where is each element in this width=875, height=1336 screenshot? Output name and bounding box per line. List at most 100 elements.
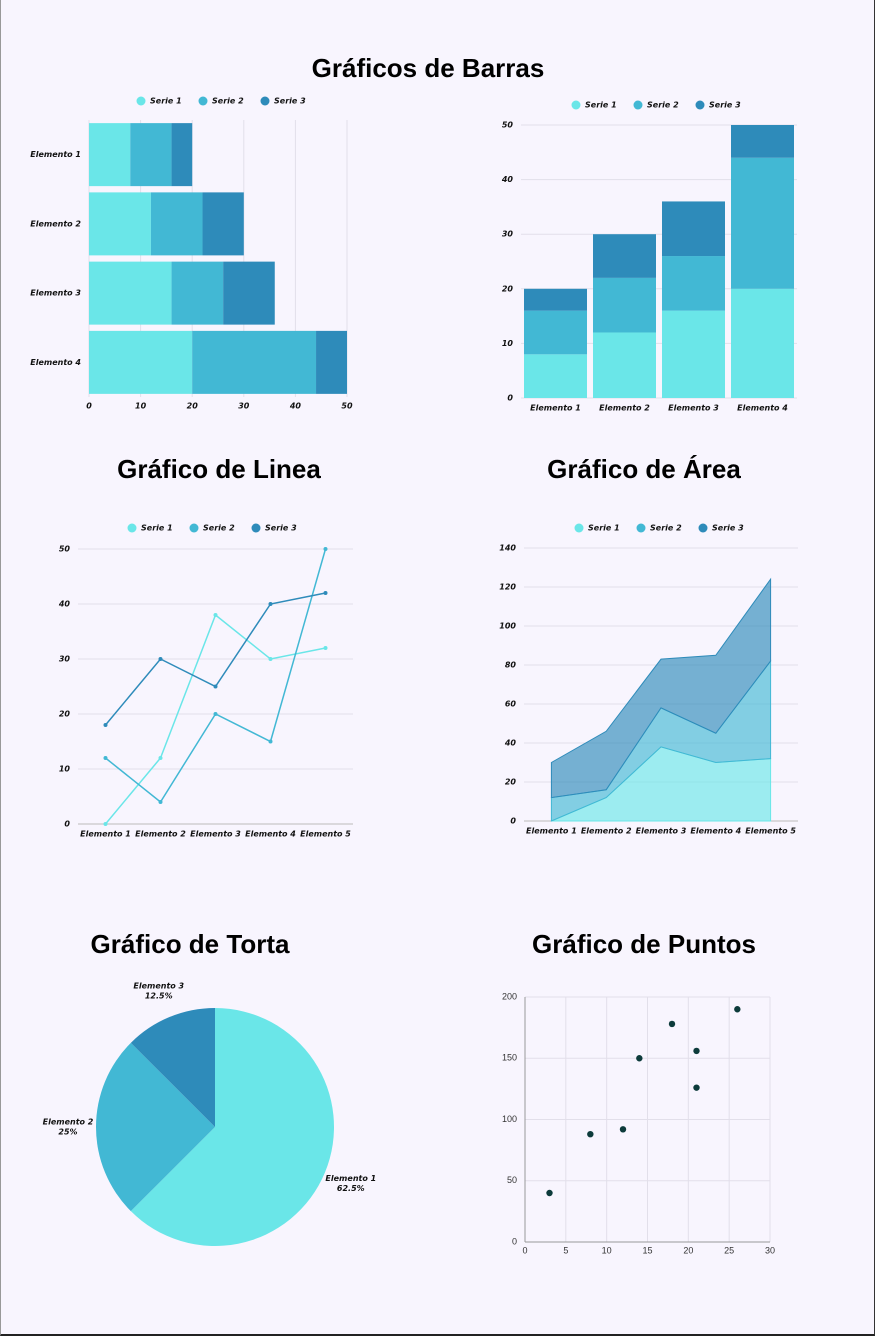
line-point: [213, 684, 218, 689]
line-point: [323, 547, 328, 551]
line-point: [268, 602, 273, 606]
x-tick-label: 30: [238, 402, 250, 411]
bar-segment: [192, 330, 317, 394]
legend-swatch: [698, 523, 708, 533]
x-tick-label: Elemento 3: [636, 827, 687, 836]
legend-swatch: [695, 100, 705, 110]
bar-segment: [130, 123, 172, 187]
line-point: [158, 657, 163, 661]
chart-title: Gráfico de Torta: [91, 929, 290, 959]
line-point: [103, 822, 108, 826]
x-tick-label: 50: [341, 402, 353, 411]
line-point: [103, 723, 108, 727]
legend-swatch: [260, 96, 270, 106]
x-tick-label: 0: [522, 1245, 527, 1255]
y-tick-label: 0: [64, 820, 70, 829]
bar-segment: [524, 310, 587, 355]
x-tick-label: 0: [86, 402, 92, 411]
y-tick-label: Elemento 3: [30, 289, 81, 298]
pie-value-label: 62.5%: [337, 1184, 365, 1193]
line-point: [213, 712, 218, 716]
x-tick-label: 40: [289, 402, 302, 411]
scatter-point: [546, 1189, 553, 1197]
bar-segment: [223, 261, 275, 325]
bar-segment: [524, 288, 587, 311]
y-tick-label: 0: [512, 1236, 517, 1246]
pie-value-label: 25%: [58, 1128, 77, 1137]
x-tick-label: 15: [642, 1245, 652, 1255]
y-tick-label: 40: [504, 739, 517, 748]
pie-label: Elemento 3: [133, 982, 184, 991]
bar-segment: [89, 261, 172, 325]
y-tick-label: Elemento 2: [30, 219, 81, 228]
bar-segment: [731, 157, 794, 289]
legend-swatch: [574, 523, 584, 533]
legend-label: Serie 1: [141, 524, 173, 533]
legend-swatch: [633, 100, 643, 110]
legend-swatch: [127, 523, 137, 533]
y-tick-label: 140: [499, 544, 516, 553]
pie-slice: [130, 1008, 215, 1127]
y-tick-label: 50: [502, 121, 514, 130]
pie-label: Elemento 1: [325, 1174, 376, 1183]
x-tick-label: 25: [724, 1245, 734, 1255]
bar-segment: [524, 354, 587, 398]
x-tick-label: Elemento 3: [190, 830, 241, 839]
bar-segment: [662, 310, 725, 398]
chart-title: Gráfico de Linea: [117, 454, 321, 484]
x-tick-label: 5: [563, 1245, 568, 1255]
bar-segment: [593, 332, 656, 398]
legend-swatch: [636, 523, 646, 533]
bar-segment: [731, 288, 794, 398]
line: [105, 548, 327, 804]
y-tick-label: 20: [505, 778, 517, 787]
x-tick-label: Elemento 1: [526, 827, 577, 836]
legend-label: Serie 1: [150, 97, 182, 106]
legend-swatch: [189, 523, 199, 533]
scatter-point: [693, 1047, 700, 1055]
legend-label: Serie 3: [274, 97, 306, 106]
y-tick-label: 50: [507, 1175, 517, 1185]
bar-segment: [731, 125, 794, 158]
legend-label: Serie 3: [712, 524, 744, 533]
line-point: [213, 613, 218, 617]
line: [104, 613, 326, 825]
legend-label: Serie 1: [585, 101, 617, 110]
x-tick-label: Elemento 2: [135, 830, 186, 839]
line-point: [268, 739, 273, 744]
scatter-point: [693, 1084, 700, 1091]
y-tick-label: Elemento 4: [30, 358, 81, 367]
legend-label: Serie 3: [265, 524, 297, 533]
y-tick-label: 40: [58, 600, 71, 609]
bar-segment: [89, 192, 151, 256]
pie-value-label: 12.5%: [145, 992, 173, 1001]
y-tick-label: 0: [510, 817, 516, 826]
chart-title: Gráfico de Área: [547, 454, 741, 484]
chart-title: Gráfico de Puntos: [532, 929, 756, 959]
y-tick-label: 0: [507, 394, 513, 403]
x-tick-label: Elemento 2: [599, 404, 650, 413]
bar-segment: [593, 234, 656, 278]
bar-segment: [89, 330, 193, 394]
y-tick-label: 10: [59, 765, 71, 774]
legend-swatch: [198, 96, 208, 106]
y-tick-label: 100: [502, 1114, 517, 1124]
pie-slice: [95, 1042, 215, 1212]
pie-slice: [130, 1008, 334, 1246]
y-tick-label: 20: [502, 284, 514, 293]
legend-label: Serie 2: [203, 524, 235, 533]
x-tick-label: Elemento 1: [530, 404, 581, 413]
scatter-point: [619, 1126, 627, 1133]
y-tick-label: 80: [505, 661, 517, 670]
bar-segment: [150, 192, 203, 256]
legend-swatch: [571, 100, 581, 110]
legend-swatch: [136, 96, 146, 106]
x-tick-label: Elemento 1: [80, 830, 131, 839]
x-tick-label: 20: [187, 402, 199, 411]
x-tick-label: Elemento 5: [300, 830, 351, 839]
scatter-point: [587, 1131, 594, 1138]
x-tick-label: 10: [135, 402, 147, 411]
y-tick-label: 30: [502, 230, 514, 239]
x-tick-label: Elemento 4: [245, 830, 296, 839]
